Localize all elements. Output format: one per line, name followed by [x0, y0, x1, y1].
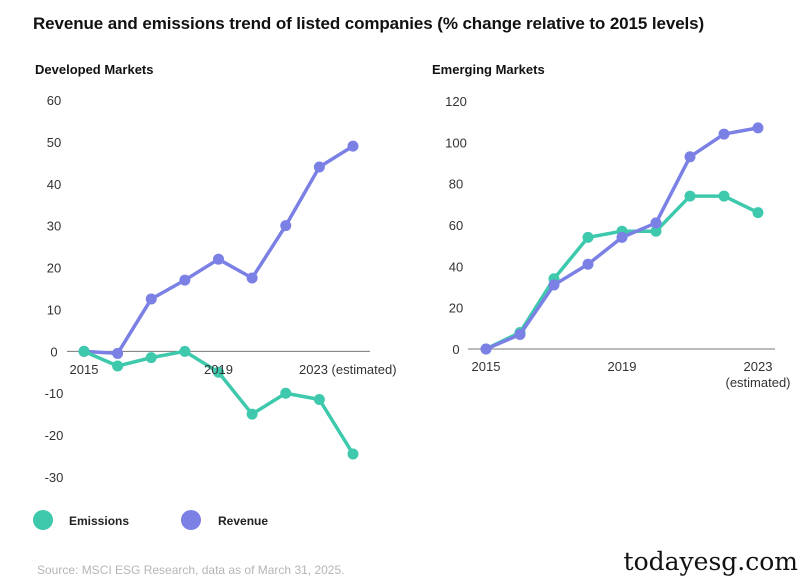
series-layer-emerging [480, 122, 764, 355]
emissions-point [145, 352, 157, 364]
y-axis-ticks-emerging: 120 100 80 60 40 20 0 [445, 94, 467, 357]
revenue-point [112, 347, 124, 359]
revenue-point [246, 272, 258, 284]
y-tick-label: 0 [50, 344, 57, 359]
emissions-point [684, 190, 696, 202]
y-tick-label: 60 [47, 93, 61, 108]
series-layer-developed [78, 140, 359, 460]
revenue-point [548, 279, 560, 291]
y-tick-label: 60 [449, 218, 463, 233]
x-tick-label: 2023 [744, 359, 773, 374]
legend-marker-revenue [181, 510, 201, 530]
y-tick-label: 30 [47, 219, 61, 234]
revenue-point [313, 161, 325, 173]
revenue-point [650, 217, 662, 229]
y-tick-label: 100 [445, 135, 467, 150]
revenue-line [82, 144, 355, 356]
emissions-point [347, 448, 359, 460]
y-tick-label: 40 [47, 177, 61, 192]
y-tick-label: 10 [47, 302, 61, 317]
y-tick-label: -10 [45, 386, 64, 401]
x-tick-label: 2015 [70, 362, 99, 377]
emissions-point [718, 190, 730, 202]
x-axis-ticks-emerging: 2015 2019 2023(estimated) [472, 359, 791, 390]
watermark: todayesg.com [623, 547, 798, 576]
emissions-point [78, 345, 90, 357]
legend-marker-emissions [33, 510, 53, 530]
emissions-point [112, 360, 124, 372]
revenue-point [514, 329, 526, 341]
panel-developed-markets: Developed Markets 60 50 40 30 20 10 0 -10 -20 -30… [35, 62, 397, 485]
panel-title-developed: Developed Markets [35, 62, 154, 77]
source-note: Source: MSCI ESG Research, data as of Ma… [37, 563, 345, 577]
legend-label-emissions: Emissions [69, 514, 129, 528]
revenue-point [480, 343, 492, 355]
revenue-point [213, 253, 224, 265]
y-tick-label: -30 [45, 470, 64, 485]
revenue-point [718, 128, 730, 140]
x-tick-label: 2019 [204, 362, 233, 377]
y-axis-ticks-developed: 60 50 40 30 20 10 0 -10 -20 -30 [45, 93, 64, 485]
y-tick-label: 20 [449, 301, 463, 316]
y-tick-label: 40 [449, 259, 463, 274]
emissions-point [582, 231, 594, 243]
emissions-point [213, 366, 224, 378]
x-tick-label: 2023 (estimated) [299, 362, 397, 377]
emissions-point [280, 387, 292, 399]
emissions-point [752, 207, 764, 219]
legend: Emissions Revenue [33, 510, 268, 530]
emissions-point [313, 394, 325, 406]
legend-label-revenue: Revenue [218, 514, 268, 528]
x-axis-ticks-developed: 2015 2019 2023 (estimated) [70, 362, 397, 377]
revenue-point [752, 122, 764, 134]
revenue-point [280, 220, 292, 232]
y-tick-label: 50 [47, 135, 61, 150]
y-tick-label: 80 [449, 177, 463, 192]
x-tick-sublabel: (estimated) [725, 375, 790, 390]
emissions-point [650, 225, 662, 237]
revenue-point [582, 258, 594, 270]
revenue-point [179, 274, 191, 286]
main-title: Revenue and emissions trend of listed co… [33, 14, 705, 33]
y-tick-label: 20 [47, 261, 61, 276]
panel-title-emerging: Emerging Markets [432, 62, 545, 77]
x-tick-label: 2015 [472, 359, 501, 374]
y-tick-label: 120 [445, 94, 467, 109]
emissions-point [246, 408, 258, 420]
revenue-point [145, 293, 157, 305]
y-tick-label: 0 [452, 342, 459, 357]
revenue-point [684, 151, 696, 163]
emissions-point [179, 345, 191, 357]
revenue-point [616, 231, 628, 243]
y-tick-label: -20 [45, 428, 64, 443]
x-tick-label: 2019 [608, 359, 637, 374]
revenue-point [347, 140, 359, 152]
